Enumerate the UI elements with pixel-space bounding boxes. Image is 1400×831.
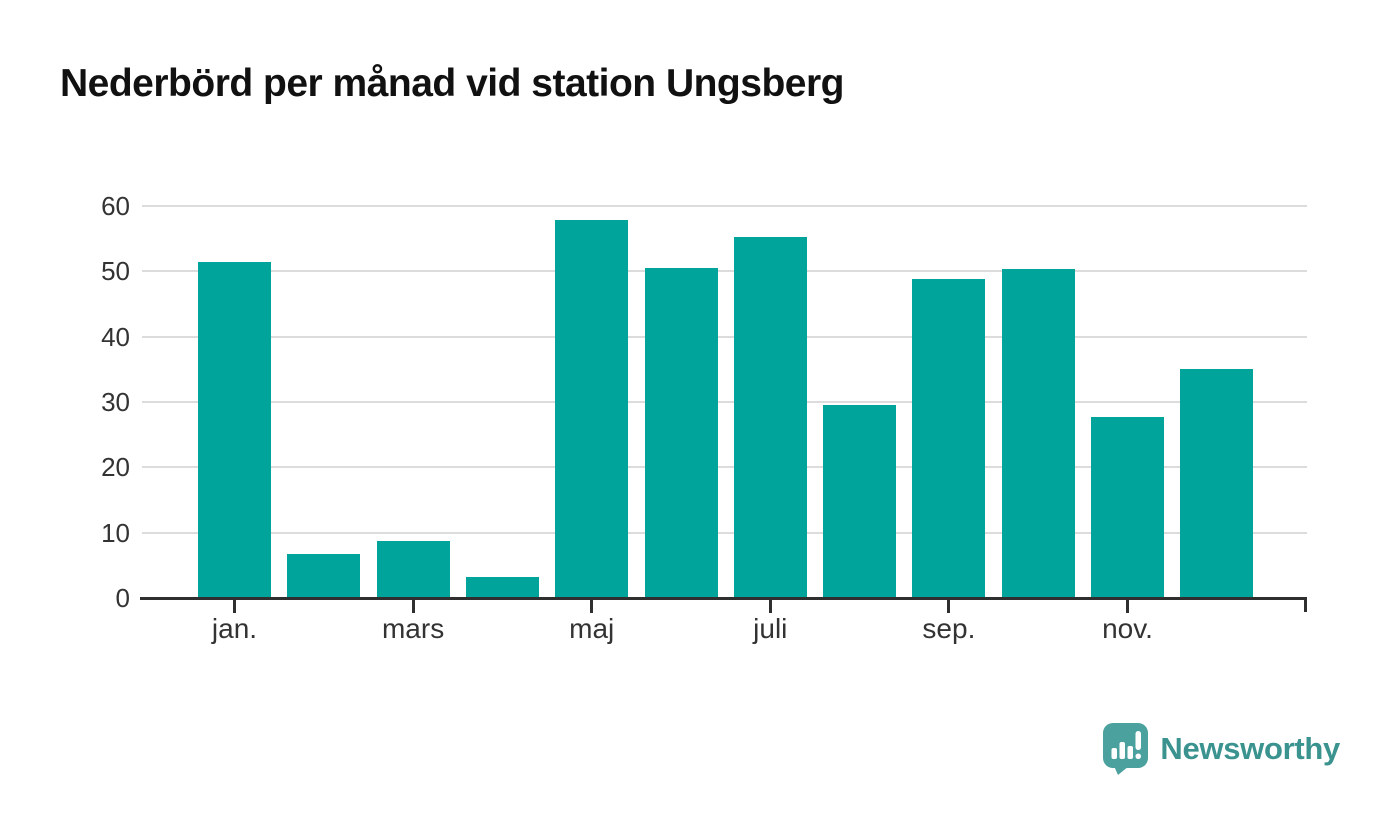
gridline-y-20 (142, 466, 1307, 469)
gridline-y-40 (142, 335, 1307, 338)
gridline-y-60 (142, 205, 1307, 207)
x-axis-tick (590, 600, 594, 613)
bar-sep. (912, 279, 986, 598)
x-axis-tick-label: nov. (1102, 613, 1153, 644)
x-axis-tick (233, 600, 236, 613)
y-axis-tick-label: 0 (115, 583, 130, 613)
y-axis-tick-label: 50 (101, 256, 130, 287)
y-axis-tick-label: 30 (101, 387, 130, 417)
bar-jan. (198, 261, 271, 598)
y-axis-tick-label: 20 (101, 452, 130, 483)
bar-nov. (1091, 417, 1164, 598)
newsworthy-logo-text: Newsworthy (1160, 730, 1340, 766)
x-axis-tick-label: mars (381, 613, 445, 644)
bar-aug. (823, 405, 897, 598)
y-axis-tick-label: 10 (101, 517, 130, 548)
bar-maj (555, 220, 629, 598)
chart-title: Nederbörd per månad vid station Ungsberg (60, 62, 844, 105)
x-axis-line (140, 597, 1307, 600)
newsworthy-logo: Newsworthy (1102, 722, 1340, 775)
y-axis-tick-label: 40 (101, 321, 130, 352)
gridline-y-30 (142, 401, 1307, 403)
x-axis-tick-label: jan. (211, 613, 258, 644)
x-axis-end-cap (1304, 597, 1307, 612)
x-axis-tick (768, 600, 772, 613)
bar-okt. (1001, 268, 1075, 598)
bar-mars (376, 541, 450, 598)
x-axis-tick (1126, 600, 1129, 613)
x-axis-tick-label: juli (753, 613, 788, 644)
x-axis-tick-label: sep. (922, 613, 976, 644)
y-axis-tick-label: 60 (101, 191, 130, 221)
newsworthy-logo-icon (1103, 723, 1149, 775)
bar-dec. (1180, 368, 1254, 598)
x-axis-tick (947, 600, 951, 613)
bar-juli (733, 237, 807, 598)
gridline-y-50 (142, 270, 1307, 273)
x-axis-tick (411, 600, 415, 613)
gridline-y-10 (142, 531, 1307, 534)
bar-juni (644, 268, 718, 598)
bar-apr. (465, 577, 539, 598)
x-axis-tick-label: maj (569, 613, 615, 644)
bar-feb. (287, 553, 361, 598)
